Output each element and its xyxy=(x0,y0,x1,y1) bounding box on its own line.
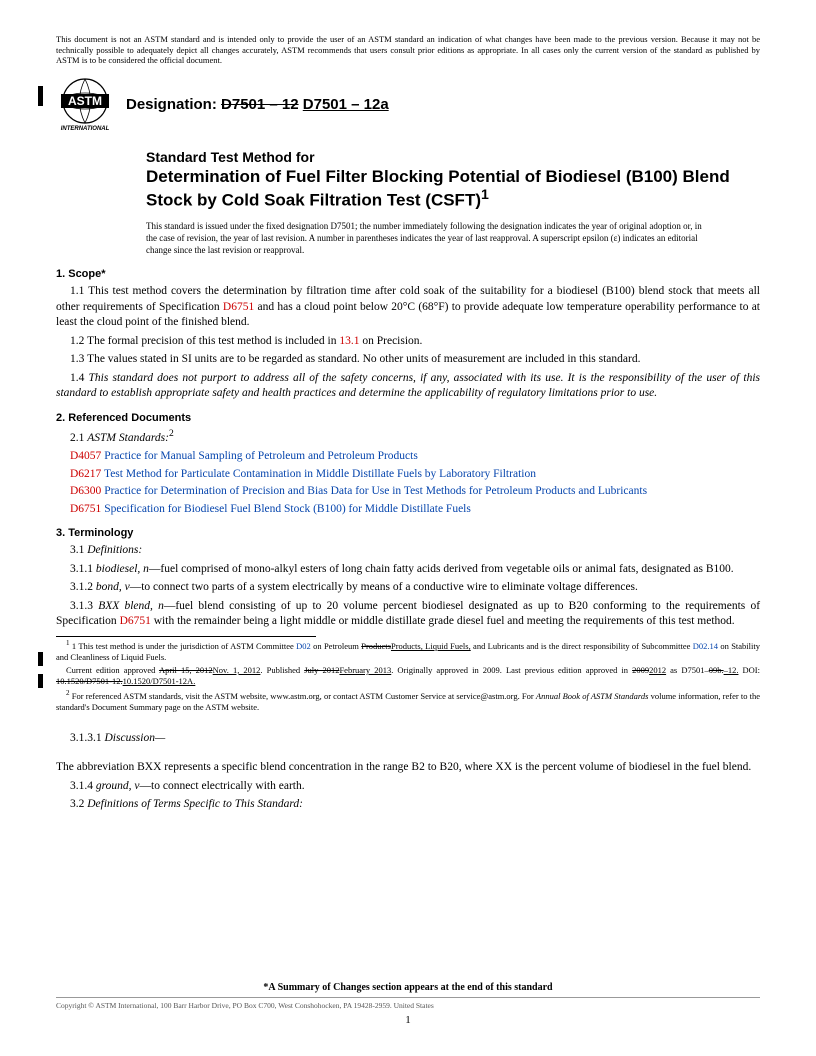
para-3-1-2: 3.1.2 bond, v—to connect two parts of a … xyxy=(56,580,760,596)
footnote-1: 1 1 This test method is under the jurisd… xyxy=(56,639,760,663)
para-3-1-4: 3.1.4 ground, v—to connect electrically … xyxy=(56,779,760,795)
change-bar-icon xyxy=(38,674,43,688)
designation-label: Designation: xyxy=(126,96,217,113)
title-text: Determination of Fuel Filter Blocking Po… xyxy=(146,167,730,210)
para-3-2: 3.2 Definitions of Terms Specific to Thi… xyxy=(56,797,760,813)
ref-d6751: D6751 Specification for Biodiesel Fuel B… xyxy=(56,502,760,518)
page: This document is not an ASTM standard an… xyxy=(0,0,816,1056)
change-bar-icon xyxy=(38,86,43,106)
section-1-head: 1. Scope* xyxy=(56,268,760,280)
para-3-1: 3.1 Definitions: xyxy=(56,543,760,559)
designation-new: D7501 – 12a xyxy=(303,96,389,113)
para-1-1: 1.1 This test method covers the determin… xyxy=(56,284,760,331)
title-sup: 1 xyxy=(481,187,489,203)
link-d6751-b[interactable]: D6751 xyxy=(120,615,151,627)
ref-d6300: D6300 Practice for Determination of Prec… xyxy=(56,484,760,500)
term-body: 3.1 Definitions: 3.1.1 biodiesel, n—fuel… xyxy=(56,543,760,630)
para-1-3: 1.3 The values stated in SI units are to… xyxy=(56,352,760,368)
footnote-2: 2 For referenced ASTM standards, visit t… xyxy=(56,689,760,713)
title-main: Determination of Fuel Filter Blocking Po… xyxy=(146,166,760,211)
ref-d4057: D4057 Practice for Manual Sampling of Pe… xyxy=(56,449,760,465)
issuance-note: This standard is issued under the fixed … xyxy=(146,221,706,256)
scope-body: 1.1 This test method covers the determin… xyxy=(56,284,760,402)
summary-note: *A Summary of Changes section appears at… xyxy=(56,982,760,993)
ref-body: 2.1 ASTM Standards:2 D4057 Practice for … xyxy=(56,428,760,517)
astm-logo-icon: ASTM INTERNATIONAL xyxy=(56,76,114,134)
top-disclaimer: This document is not an ASTM standard an… xyxy=(56,34,760,66)
title-block: Standard Test Method for Determination o… xyxy=(146,148,760,211)
svg-text:INTERNATIONAL: INTERNATIONAL xyxy=(61,126,110,132)
designation-old: D7501 – 12 xyxy=(221,96,299,113)
section-2-head: 2. Referenced Documents xyxy=(56,412,760,424)
footnote-1b: Current edition approved April 15, 2012N… xyxy=(56,665,760,687)
para-3-1-1: 3.1.1 biodiesel, n—fuel comprised of mon… xyxy=(56,562,760,578)
page-number: 1 xyxy=(56,1014,760,1026)
para-1-2: 1.2 The formal precision of this test me… xyxy=(56,334,760,350)
designation: Designation: D7501 – 12 D7501 – 12a xyxy=(126,96,389,113)
footnotes: 1 1 This test method is under the jurisd… xyxy=(56,639,760,713)
link-13-1[interactable]: 13.1 xyxy=(339,335,359,347)
para-1-4: 1.4 This standard does not purport to ad… xyxy=(56,371,760,402)
header-row: ASTM INTERNATIONAL Designation: D7501 – … xyxy=(56,76,760,134)
para-3-1-3: 3.1.3 BXX blend, n—fuel blend consisting… xyxy=(56,599,760,630)
svg-text:ASTM: ASTM xyxy=(68,94,102,108)
post-footnote-body: 3.1.3.1 Discussion— The abbreviation BXX… xyxy=(56,731,760,813)
copyright: Copyright © ASTM International, 100 Barr… xyxy=(56,997,760,1010)
para-2-1: 2.1 ASTM Standards:2 xyxy=(56,428,760,446)
page-footer: *A Summary of Changes section appears at… xyxy=(56,982,760,1026)
para-3-1-3-1: 3.1.3.1 Discussion— xyxy=(56,731,760,747)
title-prefix: Standard Test Method for xyxy=(146,148,760,166)
section-3-head: 3. Terminology xyxy=(56,527,760,539)
link-d6751[interactable]: D6751 xyxy=(223,301,254,313)
discussion-body: The abbreviation BXX represents a specif… xyxy=(56,760,760,776)
change-bar-icon xyxy=(38,652,43,666)
ref-d6217: D6217 Test Method for Particulate Contam… xyxy=(56,467,760,483)
